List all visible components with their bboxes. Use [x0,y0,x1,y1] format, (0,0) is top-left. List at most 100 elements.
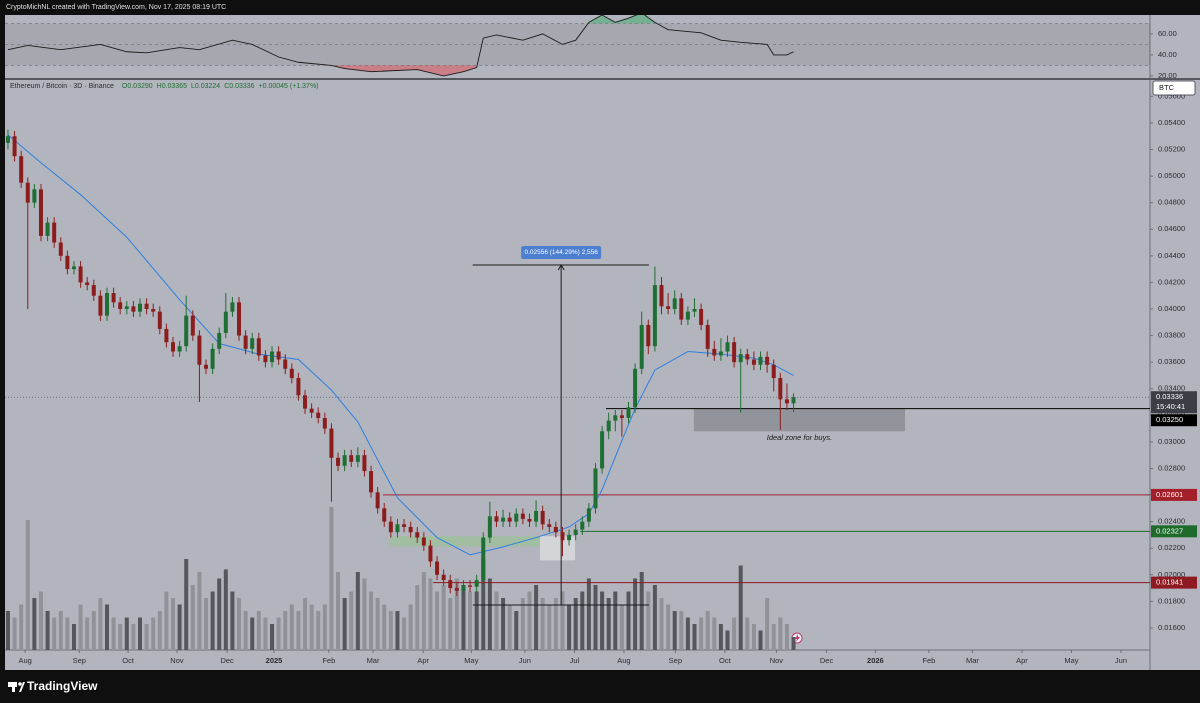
measure-arrow [557,264,565,271]
candle-body [217,332,222,349]
logo-part [19,682,25,692]
candle-body [501,517,506,522]
candle-body [738,354,743,363]
candle-body [85,282,90,286]
x-tick-label: Nov [170,656,184,665]
volume-bar [672,611,677,650]
zone [390,536,541,547]
logo-part [18,682,22,686]
volume-bar [322,604,327,650]
x-tick-label: Jul [570,656,580,665]
currency-box [1152,80,1196,96]
candle-body [699,308,704,325]
volume-bar [606,598,611,650]
y-tick-label: 0.02400 [1158,517,1185,526]
x-tick-label: Aug [18,656,31,665]
level-box [1151,525,1197,538]
volume-bar [619,604,624,650]
volume-bar [705,611,710,650]
x-tick-label: Sep [669,656,682,665]
candle-body [52,222,57,243]
candle-body [355,455,360,462]
volume-bar [256,611,261,650]
volume-bar [111,617,116,650]
y-tick-label: 0.04200 [1158,277,1185,286]
volume-bar [540,598,545,650]
volume-bar [98,598,103,650]
volume-bar [580,591,585,650]
candle-body [223,311,228,333]
candle-body [652,285,657,347]
candle-body [336,457,341,466]
volume-bar [230,591,235,650]
last-price-label: 0.03336 [1156,392,1183,401]
volume-bar [567,604,572,650]
rsi-tick-label: 40.00 [1158,50,1177,59]
rsi-pane [5,15,1150,78]
candle-body [421,537,426,546]
candle-body [712,348,717,356]
y-tick-label: 0.01800 [1158,596,1185,605]
candle-body [626,407,631,418]
volume-bar [362,578,367,650]
candle-body [633,368,638,408]
volume-bar [547,604,552,650]
y-tick-label: 0.03400 [1158,384,1185,393]
candle-body [553,526,558,533]
y-tick-label: 0.04800 [1158,198,1185,207]
y-tick-label: 0.03000 [1158,437,1185,446]
candle-body [415,532,420,538]
candle-body [157,311,162,329]
volume-bar [527,591,532,650]
candle-body [718,351,723,356]
y-tick-label: 0.02000 [1158,570,1185,579]
candle-body [230,302,235,312]
candle-body [573,529,578,535]
candle-body [171,342,176,352]
volume-bar [309,604,314,650]
volume-bar [791,637,796,650]
x-tick-label: 2025 [266,656,283,665]
volume-bar [520,598,525,650]
candle-body [276,351,281,360]
candle-body [5,136,10,143]
y-tick-label: 0.05200 [1158,144,1185,153]
volume-bar [784,624,789,650]
candle-body [778,378,783,400]
candle-body [342,455,347,466]
volume-bar [336,572,341,650]
y-tick-label: 0.05600 [1158,91,1185,100]
volume-bar [745,617,750,650]
volume-bar [738,565,743,650]
candle-body [619,415,624,418]
x-tick-label: May [1064,656,1078,665]
candle-body [666,306,671,309]
legend-ohlc: O0.03290 [122,83,153,90]
volume-bar [85,617,90,650]
level-box [1151,576,1197,589]
candle-body [190,315,195,336]
legend-title: Ethereum / Bitcoin · 3D · Binance [10,83,114,90]
icon-bolt [795,634,800,642]
x-tick-label: Aug [617,656,630,665]
volume-bar [487,578,492,650]
volume-bar [435,591,440,650]
volume-bar [151,617,156,650]
volume-bar [639,572,644,650]
legend-change: +0.00045 (+1.37%) [259,83,319,90]
candle-body [349,455,354,462]
candle-body [527,518,532,522]
legend-ohlc: L0.03224 [191,83,220,90]
candle-body [514,513,519,522]
currency-label: BTC [1159,83,1175,92]
candle-body [639,324,644,369]
volume-bar [177,604,182,650]
volume-bar [250,617,255,650]
header-text: CryptoMichNL created with TradingView.co… [6,4,226,11]
volume-bar [494,591,499,650]
candle-body [38,189,43,236]
y-tick-label: 0.02200 [1158,543,1185,552]
candle-body [646,324,651,347]
candle-body [441,574,446,581]
